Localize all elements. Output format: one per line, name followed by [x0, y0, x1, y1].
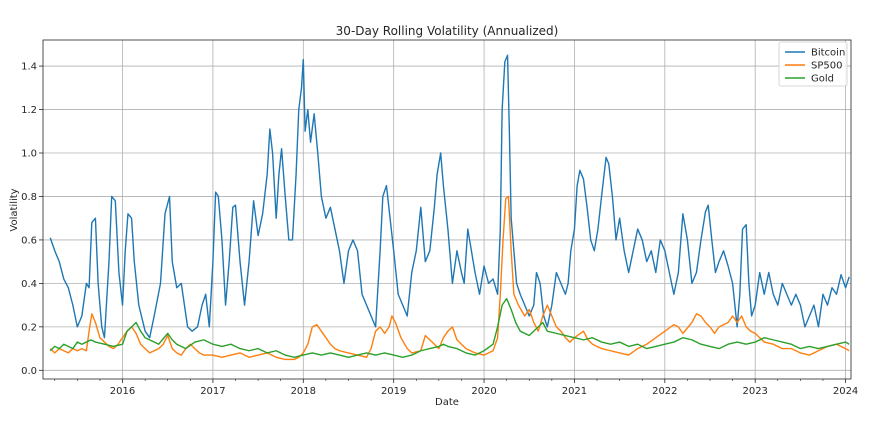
chart-title: 30-Day Rolling Volatility (Annualized): [336, 24, 559, 38]
x-axis-label: Date: [435, 397, 459, 408]
series-line-sp500: [49, 195, 850, 361]
x-axis-ticks: 2016 2017 2018 2019 2020 2021 2022 2023 2024: [54, 379, 858, 397]
x-tick-label: 2022: [652, 386, 677, 397]
x-tick-label: 2021: [562, 386, 587, 397]
y-tick-label: 1.2: [21, 105, 37, 116]
y-tick-label: 0.2: [21, 322, 37, 333]
y-tick-label: 1.4: [21, 62, 37, 73]
legend-label-bitcoin: Bitcoin: [811, 48, 845, 59]
legend-box: [778, 41, 848, 87]
x-tick-label: 2020: [471, 386, 496, 397]
y-axis-label: Volatility: [9, 188, 20, 231]
plot-frame: [42, 39, 852, 380]
y-tick-label: 1.0: [21, 149, 37, 160]
x-tick-label: 2017: [200, 386, 225, 397]
y-tick-label: 0.6: [21, 235, 37, 246]
x-tick-label: 2019: [381, 386, 406, 397]
series-line-bitcoin: [49, 54, 850, 339]
x-tick-label: 2016: [110, 386, 135, 397]
x-tick-label: 2024: [833, 386, 858, 397]
x-tick-label: 2023: [742, 386, 767, 397]
grid-lines: [43, 40, 851, 379]
y-tick-label: 0.8: [21, 192, 37, 203]
x-tick-label: 2018: [291, 386, 316, 397]
y-tick-label: 0.0: [21, 366, 37, 377]
series-lines: [49, 54, 850, 361]
legend-label-gold: Gold: [811, 74, 834, 85]
legend: Bitcoin SP500 Gold: [778, 41, 848, 87]
legend-label-sp500: SP500: [811, 61, 842, 72]
y-axis-ticks: 0.0 0.2 0.4 0.6 0.8 1.0 1.2 1.4: [21, 62, 43, 377]
series-line-gold: [49, 297, 850, 358]
y-tick-label: 0.4: [21, 279, 37, 290]
